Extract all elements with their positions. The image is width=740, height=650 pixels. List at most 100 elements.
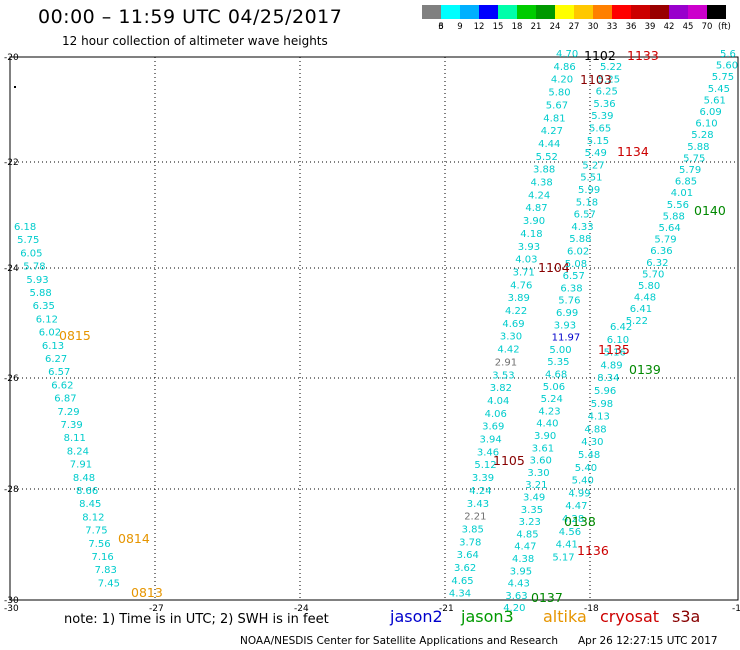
wave-height-label: 6.13 <box>42 341 64 352</box>
wave-height-label: 6.42 <box>610 322 632 333</box>
wave-height-label: 6.05 <box>20 248 42 259</box>
wave-height-label: 5.6 <box>720 49 736 60</box>
x-tick-label: -21 <box>439 604 454 614</box>
footnote: note: 1) Time is in UTC; 2) SWH is in fe… <box>64 612 329 627</box>
wave-height-label: 6.02 <box>39 328 61 339</box>
legend-swatch <box>536 5 555 19</box>
legend-swatch <box>479 5 498 19</box>
wave-height-label: 3.53 <box>492 370 514 381</box>
legend-swatch <box>460 5 479 19</box>
wave-height-label: 5.70 <box>642 269 664 280</box>
wave-height-label: 5.88 <box>30 288 52 299</box>
legend-label: 36 <box>625 22 637 32</box>
satellite-label-altika: altika <box>543 607 587 626</box>
wave-height-label: 3.30 <box>527 468 549 479</box>
wave-height-label: 7.91 <box>70 460 92 471</box>
legend-swatch <box>517 5 536 19</box>
track-id-label: 1135 <box>598 342 630 357</box>
wave-height-label: 8.11 <box>64 433 86 444</box>
legend-label: 24 <box>549 22 561 32</box>
wave-height-label: 4.33 <box>571 222 593 233</box>
wave-height-label: 5.99 <box>578 185 600 196</box>
wave-height-label: 5.88 <box>663 211 685 222</box>
wave-height-label: 4.40 <box>536 419 558 430</box>
wave-height-label: 7.56 <box>88 539 110 550</box>
wave-height-label: 5.65 <box>589 124 611 135</box>
wave-height-label: 4.03 <box>515 255 537 266</box>
wave-height-label: 4.43 <box>508 579 530 590</box>
legend-label: 9 <box>457 22 463 32</box>
wave-height-label: 3.82 <box>490 383 512 394</box>
wave-height-label: 5.36 <box>593 99 615 110</box>
wave-height-label: 5.75 <box>17 235 39 246</box>
wave-height-label: 7.45 <box>98 578 120 589</box>
wave-height-label: 3.90 <box>523 216 545 227</box>
track-id-label: 0814 <box>118 531 150 546</box>
wave-height-label: 2.21 <box>464 512 486 523</box>
wave-height-label: 6.35 <box>33 301 55 312</box>
wave-height-label: 4.20 <box>551 75 573 86</box>
wave-height-label: 6.10 <box>695 119 717 130</box>
wave-height-label: 6.32 <box>646 258 668 269</box>
wave-height-label: 6.38 <box>560 283 582 294</box>
wave-height-label: 8.12 <box>82 512 104 523</box>
wave-height-label: 3.49 <box>523 493 545 504</box>
wave-height-label: 6.41 <box>630 304 652 315</box>
wave-height-label: 5.22 <box>626 316 648 327</box>
wave-height-label: 5.88 <box>687 142 709 153</box>
track-id-label: 1102 <box>584 48 616 63</box>
wave-height-label: 4.56 <box>559 527 581 538</box>
satellite-label-jason2: jason2 <box>390 607 443 626</box>
wave-height-label: 5.39 <box>591 111 613 122</box>
legend-swatch <box>498 5 517 19</box>
wave-height-label: 3.71 <box>513 267 535 278</box>
legend-label: 3 <box>438 22 444 32</box>
wave-height-label: 6.57 <box>563 271 585 282</box>
wave-height-label: 4.44 <box>538 139 560 150</box>
wave-height-label: 5.17 <box>552 552 574 563</box>
wave-height-label: 4.06 <box>485 409 507 420</box>
wave-height-label: 5.27 <box>582 160 604 171</box>
legend-label: 21 <box>530 22 542 32</box>
wave-height-label: 3.78 <box>459 537 481 548</box>
track-id-label: 1133 <box>627 48 659 63</box>
wave-height-label: 4.38 <box>531 178 553 189</box>
wave-height-label: 5.51 <box>580 173 602 184</box>
legend-label: 39 <box>644 22 656 32</box>
wave-height-label: 4.86 <box>554 62 576 73</box>
wave-height-label: 8.45 <box>79 499 101 510</box>
legend-label: 33 <box>606 22 618 32</box>
wave-height-label: 6.57 <box>574 210 596 221</box>
dot-marker <box>14 86 16 88</box>
wave-height-label: 5.40 <box>575 463 597 474</box>
wave-height-label: 6.27 <box>45 354 67 365</box>
wave-height-label: 3.35 <box>521 505 543 516</box>
wave-height-label: 4.23 <box>538 406 560 417</box>
wave-height-label: 5.75 <box>712 72 734 83</box>
wave-height-label: 5.88 <box>569 234 591 245</box>
wave-height-label: 4.01 <box>671 188 693 199</box>
track-id-label: 0140 <box>694 203 726 218</box>
legend-swatch <box>555 5 574 19</box>
wave-height-label: 5.12 <box>474 460 496 471</box>
wave-height-label: 5.15 <box>587 136 609 147</box>
wave-height-label: 7.39 <box>61 420 83 431</box>
wave-height-label: 7.16 <box>92 552 114 563</box>
x-tick-label: -24 <box>294 604 309 614</box>
wave-height-label: 6.02 <box>567 247 589 258</box>
wave-height-label: 4.24 <box>469 486 491 497</box>
wave-height-label: 8.48 <box>73 473 95 484</box>
legend-swatch <box>574 5 593 19</box>
legend-swatch <box>650 5 669 19</box>
wave-height-label: 4.48 <box>634 293 656 304</box>
generated-timestamp: Apr 26 12:27:15 UTC 2017 <box>578 635 718 647</box>
legend-label: 6 <box>438 22 444 32</box>
wave-height-label: 5.80 <box>638 281 660 292</box>
wave-height-label: 7.29 <box>57 407 79 418</box>
wave-height-label: 8.24 <box>67 446 89 457</box>
page-subtitle: 12 hour collection of altimeter wave hei… <box>62 34 328 48</box>
wave-height-label: 5.40 <box>572 476 594 487</box>
wave-height-label: 5.48 <box>578 450 600 461</box>
wave-height-label: 3.64 <box>457 550 479 561</box>
